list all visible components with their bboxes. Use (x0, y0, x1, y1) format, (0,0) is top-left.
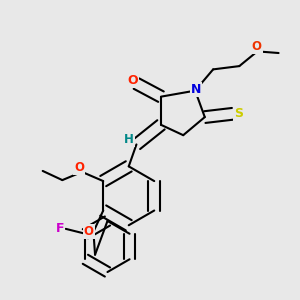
Text: O: O (252, 40, 262, 53)
Text: O: O (74, 161, 84, 174)
Text: S: S (234, 107, 243, 120)
Text: N: N (191, 83, 201, 97)
Text: O: O (84, 225, 94, 238)
Text: H: H (124, 133, 134, 146)
Text: F: F (56, 222, 64, 235)
Text: O: O (128, 74, 139, 88)
